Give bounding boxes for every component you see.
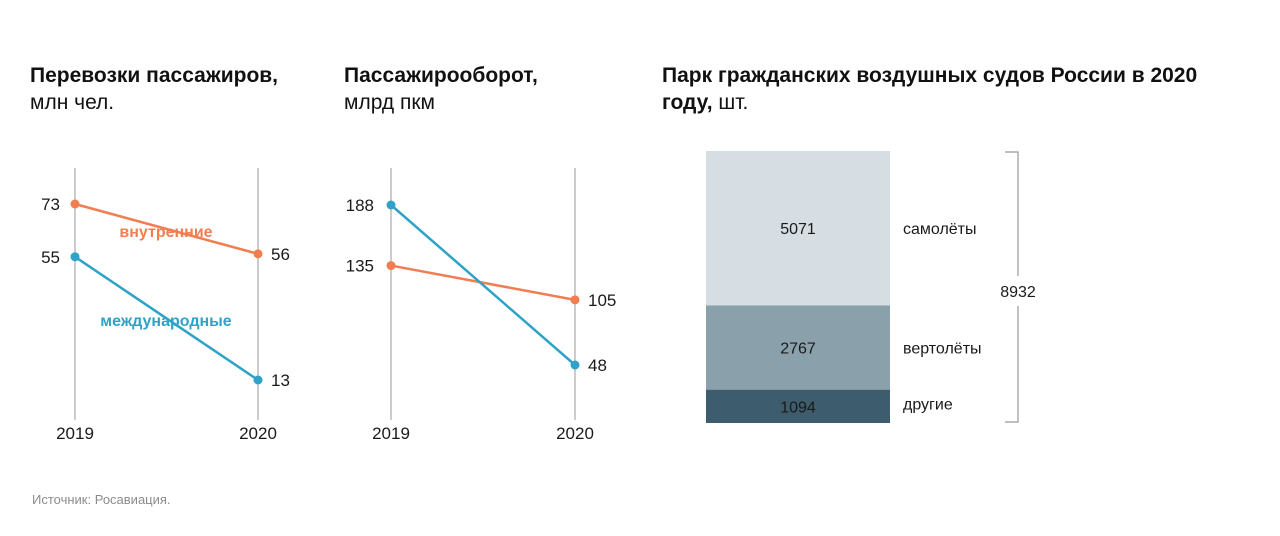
chart1-x-tick-label: 2020 <box>239 424 277 443</box>
chart1-data-label: 73 <box>41 195 60 214</box>
chart1-series-line <box>74 202 259 256</box>
chart2-point <box>386 261 396 271</box>
chart2-data-label: 188 <box>346 196 374 215</box>
chart3-bar-segment <box>706 389 890 423</box>
chart2-series-line <box>390 264 576 302</box>
chart1-series-label: международные <box>100 313 232 330</box>
chart1-point <box>70 199 80 209</box>
source-note: Источник: Росавиация. <box>32 492 171 507</box>
chart2-x-tick-label: 2020 <box>556 424 594 443</box>
chart2-data-label: 135 <box>346 257 374 276</box>
chart2-point <box>570 360 580 370</box>
chart2-data-label: 48 <box>588 356 607 375</box>
chart3-title: Парк гражданских воздушных судов России … <box>662 64 1198 114</box>
chart1-title: Перевозки пассажиров, млн чел. <box>30 64 279 114</box>
chart2-point <box>570 295 580 305</box>
chart3-bar-segment <box>706 151 890 306</box>
chart2-title: Пассажирооборот, млрд пкм <box>344 64 538 114</box>
chart1-data-label: 56 <box>271 245 290 264</box>
chart1-series-line <box>74 255 259 382</box>
chart1-data-label: 13 <box>271 371 290 390</box>
chart1-series-label: внутренние <box>119 224 212 241</box>
chart1-point <box>253 249 263 259</box>
chart3-bar-segment <box>706 305 890 390</box>
chart1-point <box>253 375 263 385</box>
chart3-data-label: 1094 <box>780 399 816 416</box>
chart2-series-line <box>390 204 576 366</box>
chart3-total-bracket <box>1005 151 1019 423</box>
chart3-category-label: другие <box>903 396 953 413</box>
chart3-total-label: 8932 <box>1000 284 1036 301</box>
chart3-category-label: самолёты <box>903 221 977 238</box>
chart3-data-label: 5071 <box>780 221 816 238</box>
chart1-point <box>70 252 80 262</box>
chart2-x-tick-label: 2019 <box>372 424 410 443</box>
chart2-point <box>386 200 396 210</box>
chart3-data-label: 2767 <box>780 341 816 358</box>
chart3-category-label: вертолёты <box>903 341 982 358</box>
chart2-data-label: 105 <box>588 291 616 310</box>
chart1-x-tick-label: 2019 <box>56 424 94 443</box>
chart1-data-label: 55 <box>41 248 60 267</box>
